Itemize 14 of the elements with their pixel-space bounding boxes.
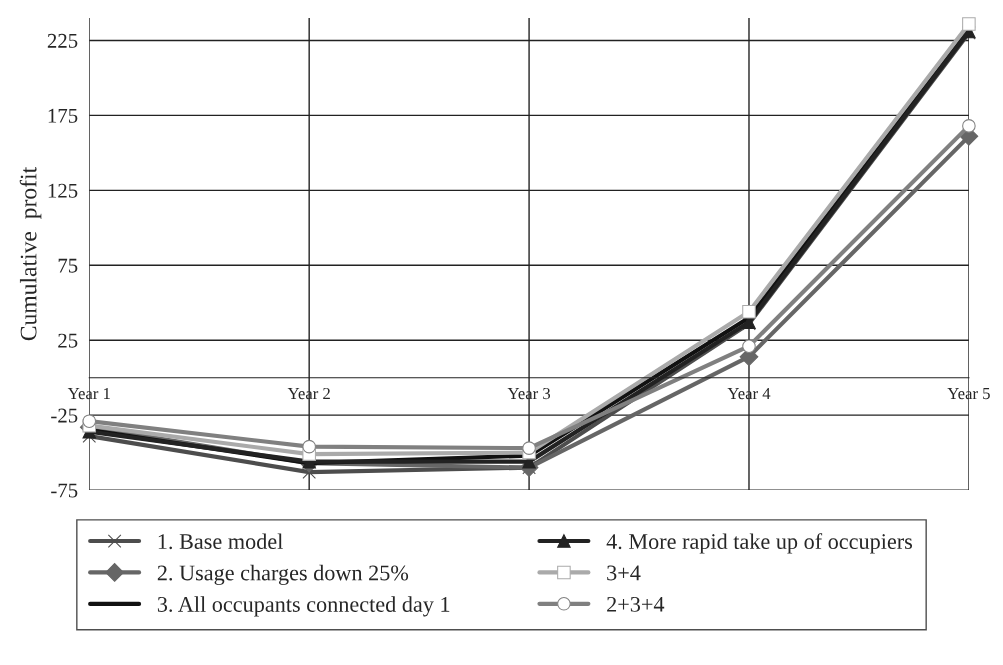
y-tick-label: 125: [48, 183, 78, 198]
y-tick-label: -25: [51, 408, 78, 423]
legend-label: 3+4: [607, 565, 641, 581]
legend-label: 1. Base model: [158, 533, 283, 550]
y-tick-label: 225: [47, 33, 78, 48]
y-tick-label: 25: [58, 333, 78, 348]
legend-label: 2. Usage charges down 25%: [157, 564, 409, 586]
y-tick-label: 175: [48, 108, 78, 123]
legend-label: 4. More rapid take up of occupiers: [606, 533, 913, 554]
legend-label: 3. All occupants connected day 1: [157, 596, 450, 617]
y-axis-title: Cumulative profit: [19, 166, 42, 341]
y-tick-label: 75: [58, 258, 78, 273]
y-tick-label: -75: [51, 483, 78, 498]
legend-label: 2+3+4: [607, 596, 665, 612]
